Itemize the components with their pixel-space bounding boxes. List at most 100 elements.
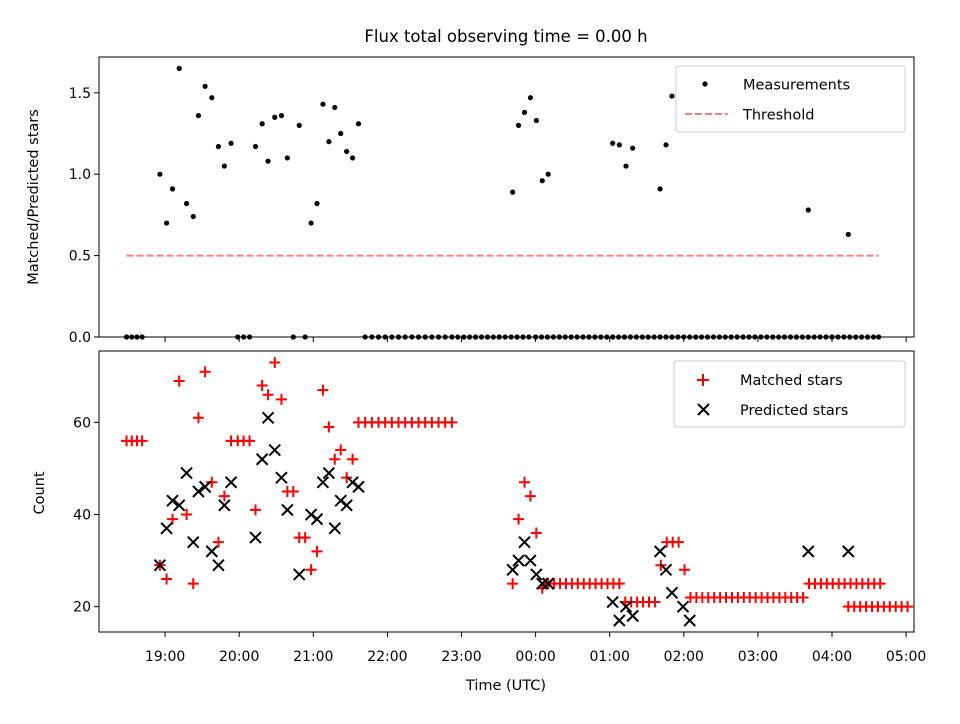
measurement-point: [326, 139, 332, 145]
legend-measurements-label: Measurements: [743, 78, 850, 94]
predicted-star-point: [198, 480, 212, 494]
measurement-point: [610, 140, 616, 146]
bottom-y-ticks: 20 40 60: [73, 415, 99, 616]
measurement-point: [657, 186, 663, 192]
bottom-y-axis-label: Count: [32, 471, 48, 514]
measurement-point: [510, 189, 516, 195]
predicted-star-point: [524, 554, 537, 567]
top-x-ticks: [164, 337, 907, 342]
measurement-point: [308, 220, 314, 226]
measurement-point: [314, 200, 320, 207]
measurement-point: [221, 163, 227, 169]
predicted-star-point: [310, 512, 324, 526]
measurement-point: [332, 104, 338, 111]
predicted-star-point: [160, 522, 173, 535]
predicted-star-point: [506, 563, 519, 577]
bottom-y-tick-label: 60: [73, 415, 91, 431]
matched-star-point: [347, 453, 359, 465]
predicted-star-point: [249, 531, 262, 544]
top-y-ticks: 0.0 0.5 1.0 1.5: [69, 86, 99, 346]
measurement-point: [157, 171, 163, 177]
matched-star-point: [902, 601, 914, 613]
measurement-point: [845, 231, 851, 238]
measurement-point: [259, 121, 265, 127]
matched-star-point: [507, 578, 519, 590]
matched-star-point: [335, 444, 347, 456]
top-legend-box: [675, 65, 906, 133]
predicted-star-point: [606, 595, 619, 609]
predicted-star-point: [842, 545, 855, 558]
measurement-point: [215, 143, 222, 150]
measurement-point: [296, 122, 302, 128]
measurement-point: [252, 143, 259, 150]
matched-star-point: [329, 453, 341, 465]
matched-star-point: [679, 564, 691, 576]
predicted-star-point: [613, 614, 626, 627]
predicted-star-point: [316, 476, 330, 489]
matched-star-point: [167, 513, 179, 525]
x-tick-label: 02:00: [664, 649, 704, 665]
predicted-star-point: [352, 480, 365, 494]
legend-measurement-marker: [702, 81, 708, 87]
matched-star-point: [311, 545, 323, 557]
chart-title: Flux total observing time = 0.00 h: [364, 27, 647, 46]
predicted-star-point: [224, 476, 238, 489]
matched-star-point: [250, 504, 262, 516]
matched-star-point: [275, 393, 287, 405]
predicted-star-point: [512, 554, 525, 567]
predicted-star-point: [261, 411, 275, 425]
matched-star-point: [136, 435, 148, 447]
matched-star-point: [199, 366, 211, 378]
measurement-point: [630, 145, 636, 151]
measurement-point: [349, 155, 356, 161]
bottom-x-ticks: 19:00 20:00 21:00 22:00 23:00 00:00 01:00 02:00…: [145, 632, 926, 665]
measurement-point: [521, 109, 528, 115]
bottom-legend: Matched stars Predicted stars: [673, 360, 906, 428]
x-tick-label: 21:00: [293, 649, 333, 665]
matched-star-point: [256, 380, 268, 392]
measurement-point: [169, 186, 176, 192]
x-tick-label: 20:00: [219, 649, 259, 665]
matched-star-point: [649, 596, 661, 608]
predicted-star-point: [665, 586, 679, 600]
matched-star-point: [173, 375, 185, 387]
predicted-star-point: [180, 466, 193, 480]
matched-star-point: [287, 486, 299, 497]
predicted-star-point: [255, 453, 269, 466]
matched-star-point: [317, 384, 329, 396]
x-tick-label: 00:00: [515, 649, 555, 665]
top-y-tick-label: 1.5: [69, 86, 91, 102]
matched-star-point: [181, 509, 193, 521]
top-panel: 0.0 0.5 1.0 1.5 Matched/Predicted stars Mea…: [26, 56, 915, 346]
measurement-point: [183, 200, 190, 207]
measurement-point: [533, 117, 539, 124]
measurement-point: [176, 65, 182, 71]
predicted-stars-points: [153, 411, 855, 627]
measurement-point: [278, 113, 285, 119]
predicted-star-point: [192, 485, 205, 498]
matched-star-point: [524, 490, 536, 502]
matched-star-point: [530, 527, 542, 539]
matched-stars-points: [121, 357, 914, 613]
measurement-point: [272, 114, 278, 120]
legend-threshold-label: Threshold: [742, 108, 814, 124]
predicted-star-point: [293, 568, 306, 581]
predicted-star-point: [218, 499, 231, 512]
x-tick-label: 23:00: [441, 649, 481, 665]
matched-star-point: [192, 412, 204, 424]
matched-star-point: [673, 536, 685, 548]
x-tick-label: 03:00: [738, 649, 778, 665]
matched-star-point: [299, 532, 311, 544]
top-y-axis-label: Matched/Predicted stars: [26, 109, 42, 285]
x-tick-label: 04:00: [812, 649, 852, 665]
matched-star-point: [269, 357, 281, 369]
predicted-star-point: [172, 499, 186, 512]
x-tick-label: 22:00: [367, 649, 407, 665]
predicted-star-point: [626, 609, 639, 623]
top-legend: Measurements Threshold: [675, 65, 906, 133]
predicted-star-point: [340, 499, 353, 512]
predicted-star-point: [275, 471, 288, 484]
measurement-point: [527, 95, 534, 101]
matched-star-point: [212, 536, 224, 548]
